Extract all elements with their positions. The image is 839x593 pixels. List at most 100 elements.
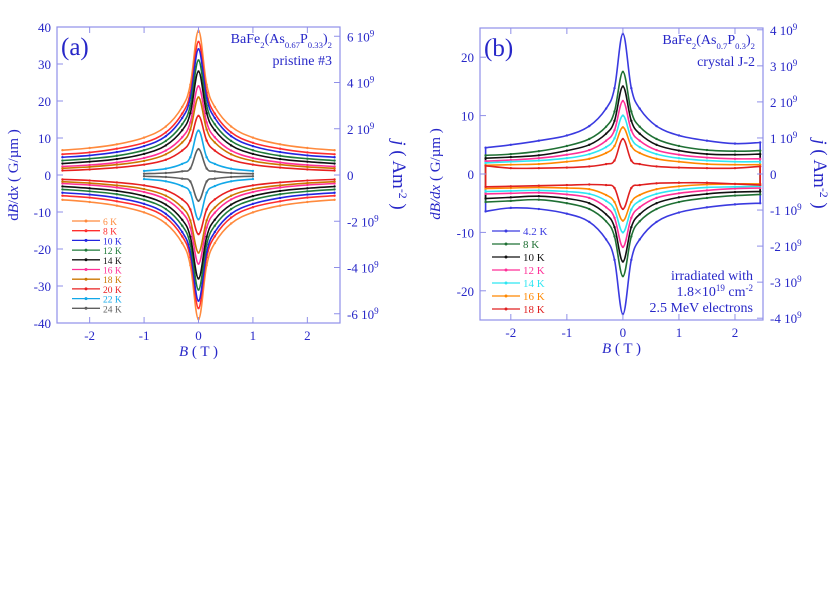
data-point (604, 193, 608, 197)
data-point (180, 198, 184, 201)
data-point (604, 220, 608, 223)
y2-tick-label-exp: 9 (374, 306, 379, 316)
legend-label: 18 K (523, 304, 545, 316)
data-point (306, 193, 309, 196)
data-point (655, 196, 658, 200)
data-point (630, 119, 633, 123)
data-point (213, 162, 217, 166)
legend-marker (504, 294, 508, 298)
data-point (484, 185, 487, 189)
x-axis-label: B ( T ) (602, 341, 641, 357)
data-point (613, 235, 616, 238)
data-point (565, 153, 569, 156)
data-point (613, 119, 616, 123)
series-upper-20K (62, 114, 335, 172)
data-point (565, 157, 569, 160)
panel-title-part: 0.3 (735, 41, 746, 51)
data-point (278, 204, 282, 207)
data-point (251, 136, 255, 139)
data-point (677, 160, 681, 163)
data-point (484, 146, 487, 149)
data-point (509, 192, 513, 195)
data-point (88, 154, 91, 157)
data-point (638, 220, 641, 223)
data-point (205, 121, 208, 124)
data-point (88, 193, 91, 196)
data-point (509, 158, 513, 162)
data-point (180, 235, 184, 238)
data-point (142, 136, 146, 139)
data-point (189, 167, 192, 170)
data-point (213, 235, 217, 238)
data-point (638, 145, 641, 149)
x-tick-label: 0 (195, 328, 202, 343)
data-point (306, 163, 309, 167)
data-point (604, 145, 608, 149)
data-point (705, 189, 709, 192)
data-point (142, 149, 146, 152)
data-point (705, 183, 709, 186)
data-point (758, 152, 762, 156)
data-point (213, 241, 217, 245)
data-point (229, 207, 233, 211)
data-point (197, 48, 200, 51)
data-point (88, 187, 91, 190)
data-point (509, 196, 513, 199)
data-point (88, 196, 91, 199)
y2-axis-label-part: -2 (818, 188, 831, 198)
data-point (733, 163, 737, 166)
data-point (189, 180, 192, 183)
data-point (509, 152, 513, 156)
panel-title-part: (As (696, 33, 716, 48)
data-point (484, 154, 487, 157)
data-point (588, 148, 591, 152)
data-point (197, 70, 200, 73)
data-point (705, 148, 709, 152)
data-point (115, 184, 119, 187)
data-point (537, 166, 541, 170)
data-point (88, 160, 91, 163)
data-point (180, 141, 184, 144)
data-point (180, 105, 184, 109)
data-point (180, 211, 184, 214)
data-point (565, 193, 569, 196)
x-tick-label: -1 (139, 328, 150, 343)
data-point (197, 147, 200, 151)
y-axis-label: dB/dx ( G/µm ) (428, 128, 444, 220)
x-axis-label: B ( T ) (179, 344, 218, 360)
y-tick-label: -20 (34, 242, 51, 257)
data-point (142, 169, 146, 173)
data-point (61, 153, 64, 156)
data-point (565, 149, 569, 152)
data-point (677, 153, 681, 156)
data-point (213, 149, 217, 152)
annotation-line: irradiated with (671, 269, 753, 284)
data-point (655, 152, 658, 156)
data-point (333, 159, 336, 162)
data-point (197, 40, 200, 43)
data-point (613, 144, 616, 148)
data-point (278, 189, 282, 193)
data-point (278, 196, 282, 200)
data-point (565, 160, 569, 163)
data-point (484, 187, 487, 190)
data-point (189, 128, 192, 131)
data-point (213, 129, 217, 132)
data-point (537, 150, 541, 153)
data-point (61, 165, 64, 168)
data-point (88, 183, 91, 187)
data-point (115, 200, 119, 203)
y2-axis-label-part: ) (388, 199, 409, 210)
data-point (61, 162, 64, 165)
data-point (205, 156, 208, 159)
data-point (229, 216, 233, 219)
data-point (484, 190, 487, 193)
y-tick-label: -10 (457, 225, 474, 240)
data-point (604, 125, 608, 128)
data-point (537, 184, 541, 187)
data-point (164, 131, 168, 134)
data-point (733, 153, 737, 156)
data-point (180, 112, 184, 115)
data-point (604, 139, 608, 142)
y2-tick-label-mantissa: 2 10 (347, 122, 370, 137)
